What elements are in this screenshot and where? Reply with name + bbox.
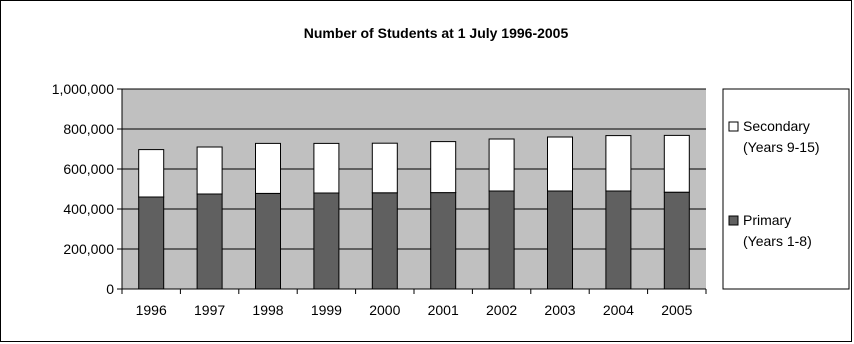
bar-secondary: [255, 142, 281, 194]
legend-label: Primary: [743, 212, 791, 228]
x-tick-label: 2001: [428, 302, 459, 318]
plot-area: 0 200,000 400,000 600,000 800,000 1,000,000 19…: [52, 81, 707, 318]
bar-secondary: [196, 146, 223, 195]
bar-primary: [663, 191, 690, 290]
bar-primary: [196, 193, 223, 290]
bar-primary: [255, 192, 281, 290]
bar-secondary: [313, 142, 340, 194]
legend: Secondary (Years 9-15) Primary (Years 1-8): [722, 88, 850, 290]
y-tick-label: 600,000: [63, 161, 114, 177]
legend-label: (Years 1-8): [743, 233, 812, 249]
bar-primary: [547, 190, 573, 290]
bar-secondary: [547, 136, 573, 192]
x-tick-label: 2002: [486, 302, 517, 318]
x-tick-label: 2003: [544, 302, 575, 318]
bar-secondary: [663, 134, 690, 193]
x-tick-label: 2004: [603, 302, 634, 318]
bar-primary: [138, 196, 165, 290]
legend-label: Secondary: [743, 118, 810, 134]
bar-primary: [605, 190, 632, 290]
y-tick-label: 1,000,000: [52, 81, 114, 97]
y-tick-label: 200,000: [63, 241, 114, 257]
bar-secondary: [430, 141, 457, 194]
bar-primary: [488, 190, 515, 290]
bar-secondary: [605, 135, 632, 192]
legend-box: [722, 88, 850, 290]
x-tick-label: 1998: [252, 302, 283, 318]
bar-secondary: [138, 149, 165, 198]
bar-primary: [371, 192, 398, 290]
y-tick-label: 400,000: [63, 201, 114, 217]
x-tick-label: 2000: [369, 302, 400, 318]
bar-primary: [430, 192, 457, 290]
legend-swatch: [728, 215, 739, 226]
y-tick-label: 800,000: [63, 121, 114, 137]
chart-title: Number of Students at 1 July 1996-2005: [304, 25, 569, 41]
bar-secondary: [488, 138, 515, 192]
x-tick-label: 1999: [311, 302, 342, 318]
x-tick-label: 1997: [194, 302, 225, 318]
legend-swatch: [728, 121, 739, 132]
bar-secondary: [371, 142, 398, 194]
bar-primary: [313, 192, 340, 290]
x-tick-label: 1996: [136, 302, 167, 318]
legend-label: (Years 9-15): [743, 139, 820, 155]
y-tick-label: 0: [106, 281, 114, 297]
x-tick-label: 2005: [661, 302, 692, 318]
